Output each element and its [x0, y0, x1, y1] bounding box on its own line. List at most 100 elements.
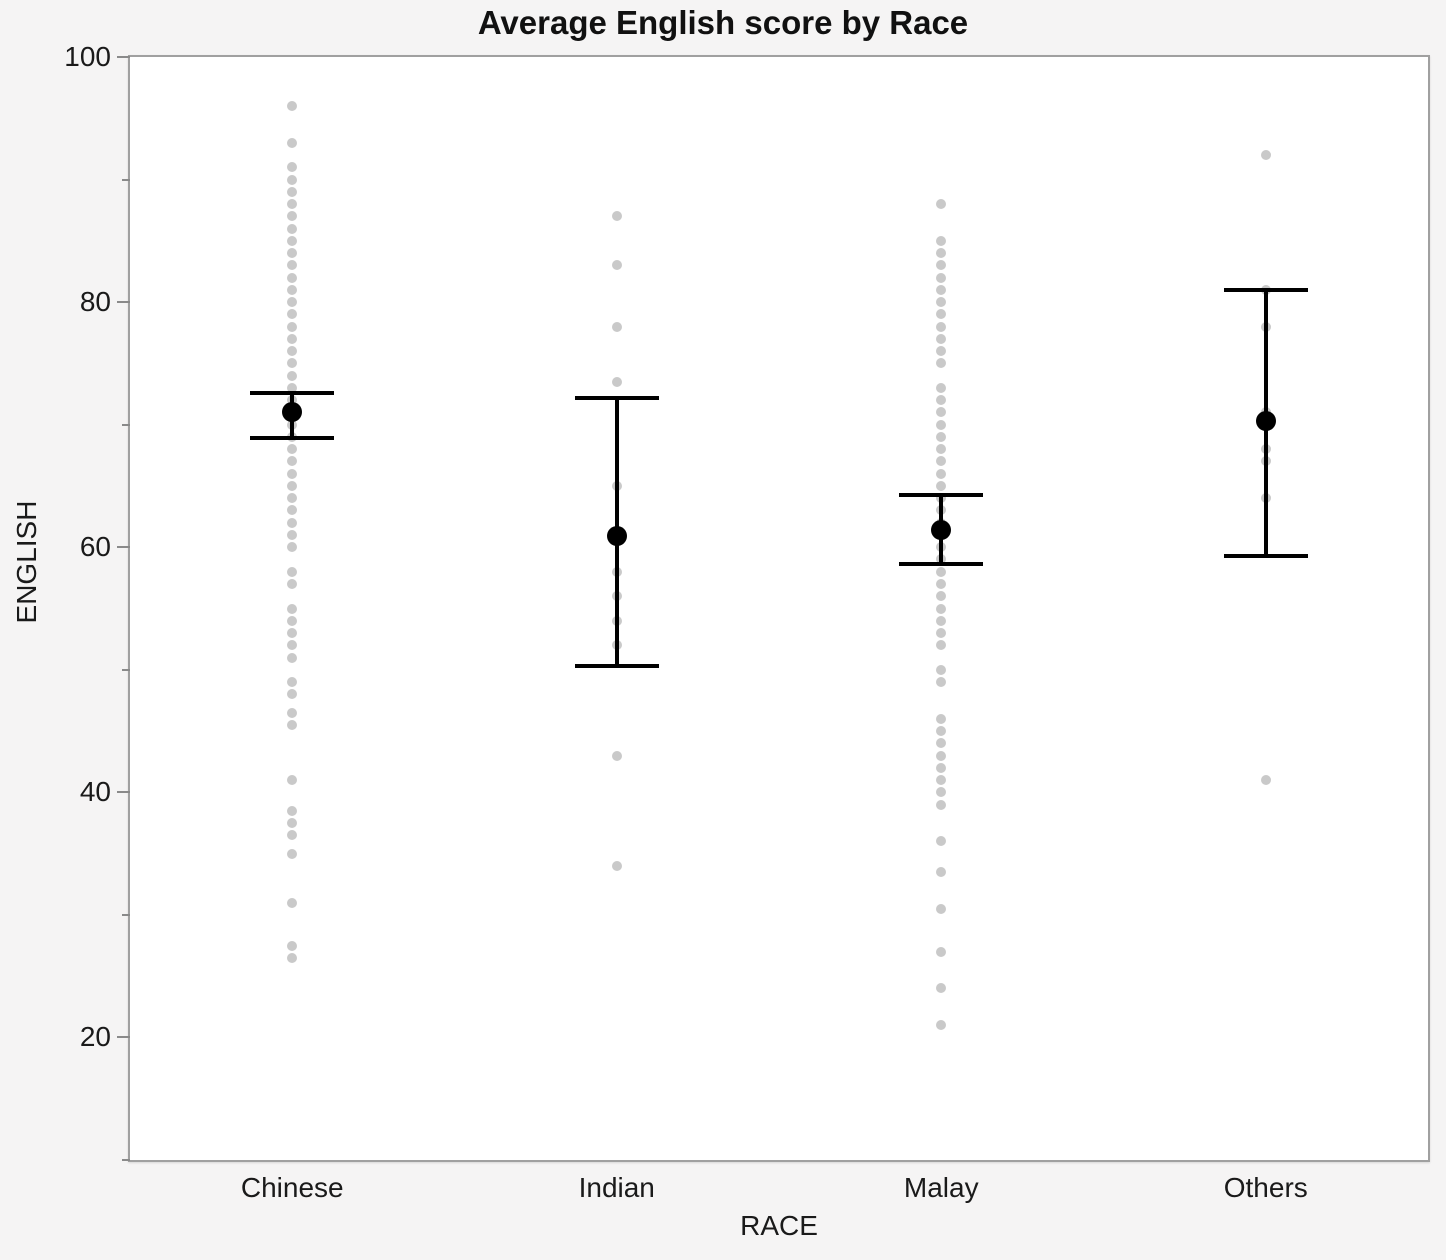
error-bar-cap-top[interactable] [1223, 287, 1308, 292]
data-point[interactable] [287, 719, 298, 730]
data-point[interactable] [936, 603, 947, 614]
data-point[interactable] [611, 260, 622, 271]
data-point[interactable] [936, 358, 947, 369]
data-point[interactable] [936, 395, 947, 406]
data-point[interactable] [287, 677, 298, 688]
data-point[interactable] [936, 775, 947, 786]
data-point[interactable] [287, 333, 298, 344]
data-point[interactable] [611, 376, 622, 387]
data-point[interactable] [936, 346, 947, 357]
data-point[interactable] [936, 382, 947, 393]
data-point[interactable] [287, 370, 298, 381]
data-point[interactable] [936, 456, 947, 467]
data-point[interactable] [287, 199, 298, 210]
data-point[interactable] [287, 186, 298, 197]
data-point[interactable] [936, 321, 947, 332]
data-point[interactable] [936, 1020, 947, 1031]
data-point[interactable] [936, 787, 947, 798]
data-point[interactable] [287, 297, 298, 308]
data-point[interactable] [287, 897, 298, 908]
data-point[interactable] [287, 940, 298, 951]
data-point[interactable] [287, 689, 298, 700]
data-point[interactable] [936, 431, 947, 442]
data-point[interactable] [936, 615, 947, 626]
data-point[interactable] [287, 223, 298, 234]
data-point[interactable] [936, 946, 947, 957]
error-bar-cap-top[interactable] [899, 492, 984, 497]
data-point[interactable] [936, 866, 947, 877]
data-point[interactable] [936, 199, 947, 210]
data-point[interactable] [1260, 150, 1271, 161]
data-point[interactable] [287, 284, 298, 295]
data-point[interactable] [611, 321, 622, 332]
data-point[interactable] [287, 566, 298, 577]
data-point[interactable] [287, 817, 298, 828]
data-point[interactable] [936, 836, 947, 847]
error-bar-cap-top[interactable] [250, 390, 335, 395]
data-point[interactable] [936, 309, 947, 320]
data-point[interactable] [936, 983, 947, 994]
data-point[interactable] [611, 211, 622, 222]
data-point[interactable] [287, 652, 298, 663]
data-point[interactable] [287, 480, 298, 491]
data-point[interactable] [936, 677, 947, 688]
data-point[interactable] [287, 174, 298, 185]
data-point[interactable] [287, 505, 298, 516]
data-point[interactable] [936, 272, 947, 283]
data-point[interactable] [287, 358, 298, 369]
error-bar-cap-bottom[interactable] [250, 436, 335, 441]
data-point[interactable] [936, 444, 947, 455]
mean-marker[interactable] [606, 526, 627, 547]
data-point[interactable] [936, 407, 947, 418]
error-bar-cap-bottom[interactable] [899, 562, 984, 567]
data-point[interactable] [936, 799, 947, 810]
error-bar-cap-bottom[interactable] [1223, 553, 1308, 558]
mean-marker[interactable] [282, 402, 303, 423]
data-point[interactable] [936, 297, 947, 308]
data-point[interactable] [1260, 775, 1271, 786]
error-bar-cap-top[interactable] [574, 395, 659, 400]
data-point[interactable] [936, 260, 947, 271]
data-point[interactable] [287, 578, 298, 589]
data-point[interactable] [287, 101, 298, 112]
data-point[interactable] [287, 603, 298, 614]
data-point[interactable] [287, 952, 298, 963]
data-point[interactable] [287, 468, 298, 479]
data-point[interactable] [287, 707, 298, 718]
data-point[interactable] [936, 248, 947, 259]
data-point[interactable] [287, 542, 298, 553]
data-point[interactable] [287, 382, 298, 393]
data-point[interactable] [936, 235, 947, 246]
data-point[interactable] [936, 566, 947, 577]
data-point[interactable] [936, 664, 947, 675]
data-point[interactable] [287, 235, 298, 246]
data-point[interactable] [287, 162, 298, 173]
data-point[interactable] [287, 321, 298, 332]
data-point[interactable] [287, 848, 298, 859]
data-point[interactable] [287, 456, 298, 467]
data-point[interactable] [936, 738, 947, 749]
data-point[interactable] [936, 713, 947, 724]
data-point[interactable] [287, 805, 298, 816]
data-point[interactable] [287, 137, 298, 148]
data-point[interactable] [936, 419, 947, 430]
data-point[interactable] [287, 260, 298, 271]
data-point[interactable] [936, 726, 947, 737]
data-point[interactable] [287, 830, 298, 841]
data-point[interactable] [287, 493, 298, 504]
mean-marker[interactable] [1255, 410, 1276, 431]
data-point[interactable] [611, 860, 622, 871]
data-point[interactable] [287, 248, 298, 259]
data-point[interactable] [287, 615, 298, 626]
data-point[interactable] [936, 628, 947, 638]
mean-marker[interactable] [931, 520, 952, 541]
data-point[interactable] [287, 272, 298, 283]
data-point[interactable] [287, 517, 298, 528]
data-point[interactable] [936, 480, 947, 491]
data-point[interactable] [287, 211, 298, 222]
data-point[interactable] [936, 284, 947, 295]
data-point[interactable] [287, 309, 298, 320]
data-point[interactable] [936, 750, 947, 761]
data-point[interactable] [287, 640, 298, 651]
data-point[interactable] [287, 775, 298, 786]
